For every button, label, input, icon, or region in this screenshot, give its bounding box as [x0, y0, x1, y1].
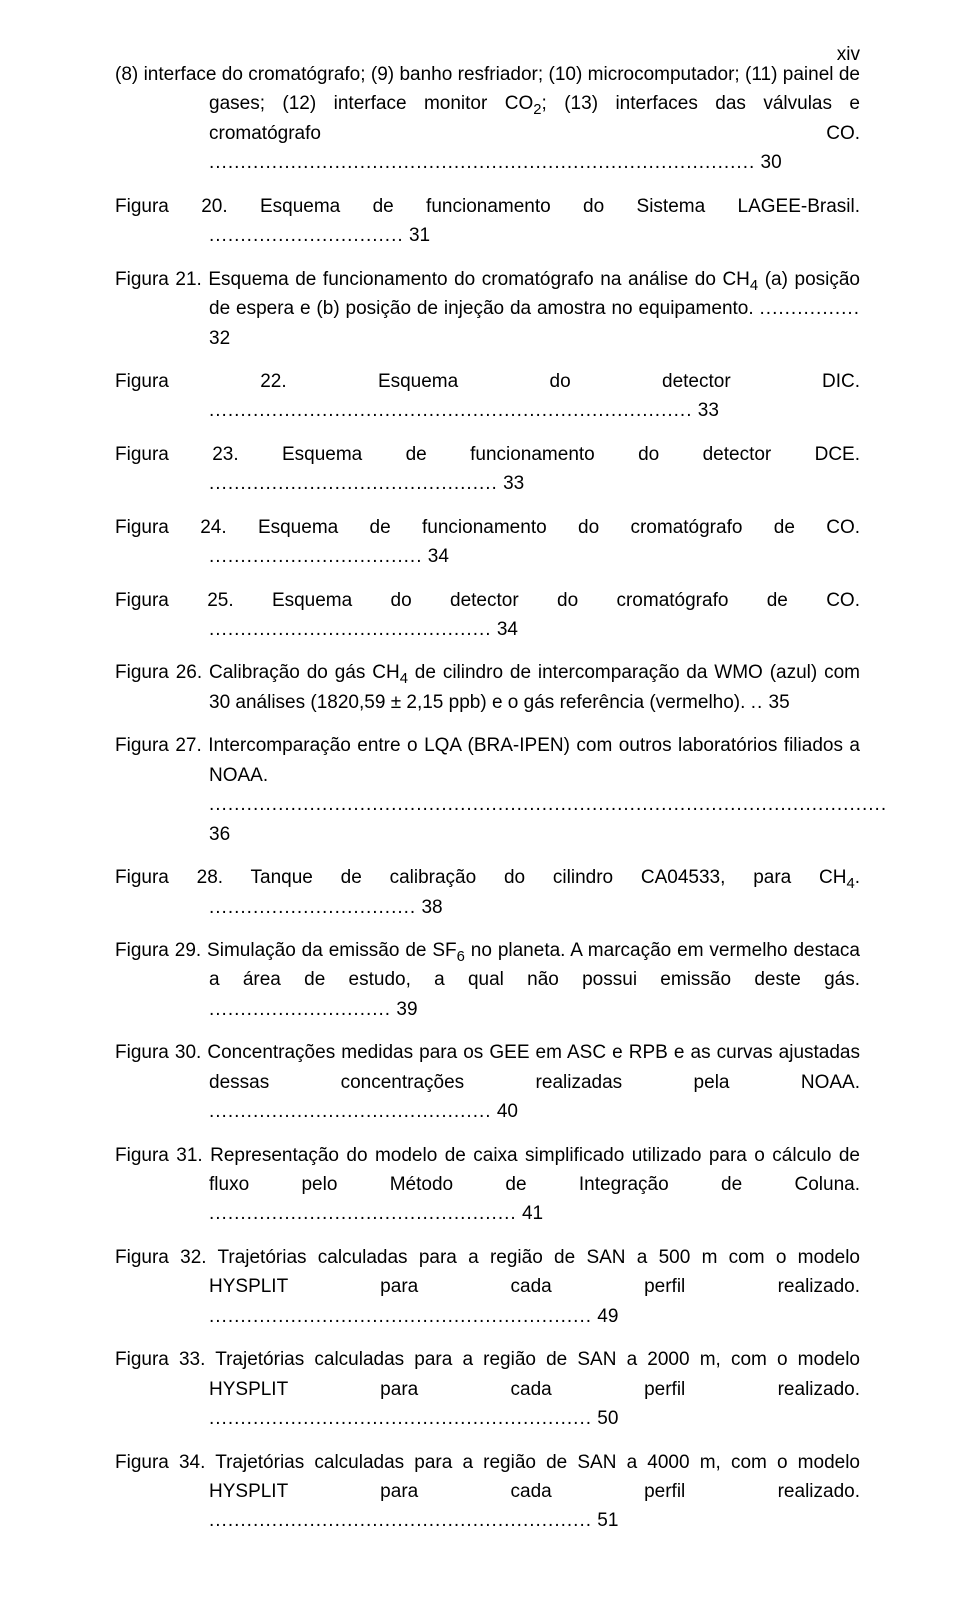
- figure-entry-page: 51: [597, 1510, 618, 1531]
- dot-leader: ................: [760, 298, 860, 319]
- figure-entry-page: 33: [698, 400, 719, 421]
- figure-entry: Figura 24. Esquema de funcionamento do c…: [115, 513, 860, 572]
- figure-entry-page: 36: [209, 824, 230, 845]
- dot-leader: ........................................…: [209, 1306, 592, 1327]
- dot-leader: ........................................…: [209, 1203, 517, 1224]
- figure-entry-text: Figura 22. Esquema do detector DIC. ....…: [115, 367, 860, 426]
- figure-entry-text: Figura 34. Trajetórias calculadas para a…: [115, 1448, 860, 1536]
- figure-entry-page: 50: [597, 1408, 618, 1429]
- dot-leader: ..: [751, 692, 764, 713]
- figure-entry-page: 41: [522, 1203, 543, 1224]
- dot-leader: ........................................…: [209, 1510, 592, 1531]
- dot-leader: ........................................…: [209, 619, 492, 640]
- figure-entry-page: 34: [428, 546, 449, 567]
- figure-entry-text: Figura 23. Esquema de funcionamento do d…: [115, 440, 860, 499]
- figure-entry-text: Figura 21. Esquema de funcionamento do c…: [115, 265, 860, 353]
- figure-list: (8) interface do cromatógrafo; (9) banho…: [115, 60, 860, 1536]
- figure-entry-text: Figura 31. Representação do modelo de ca…: [115, 1141, 860, 1229]
- figure-entry-text: Figura 28. Tanque de calibração do cilin…: [115, 863, 860, 922]
- dot-leader: .............................: [209, 999, 391, 1020]
- figure-entry: Figura 33. Trajetórias calculadas para a…: [115, 1345, 860, 1433]
- figure-entry-page: 35: [769, 692, 790, 713]
- dot-leader: ........................................…: [209, 1101, 492, 1122]
- figure-entry: Figura 29. Simulação da emissão de SF6 n…: [115, 936, 860, 1024]
- figure-entry-text: Figura 27. Intercomparação entre o LQA (…: [115, 731, 860, 849]
- page: xiv (8) interface do cromatógrafo; (9) b…: [0, 0, 960, 1620]
- figure-entry-text: Figura 29. Simulação da emissão de SF6 n…: [115, 936, 860, 1024]
- figure-entry-text: Figura 26. Calibração do gás CH4 de cili…: [115, 658, 860, 717]
- figure-entry-page: 33: [503, 473, 524, 494]
- figure-entry-page: 32: [209, 328, 230, 349]
- dot-leader: ........................................…: [209, 794, 887, 815]
- figure-entry: Figura 22. Esquema do detector DIC. ....…: [115, 367, 860, 426]
- figure-entry-text: Figura 25. Esquema do detector do cromat…: [115, 586, 860, 645]
- figure-entry-text: Figura 20. Esquema de funcionamento do S…: [115, 192, 860, 251]
- figure-entry-text: Figura 33. Trajetórias calculadas para a…: [115, 1345, 860, 1433]
- dot-leader: .................................: [209, 897, 416, 918]
- figure-entry-page: 40: [497, 1101, 518, 1122]
- figure-entry: Figura 34. Trajetórias calculadas para a…: [115, 1448, 860, 1536]
- figure-entry: Figura 27. Intercomparação entre o LQA (…: [115, 731, 860, 849]
- figure-entry: Figura 25. Esquema do detector do cromat…: [115, 586, 860, 645]
- figure-entry: Figura 20. Esquema de funcionamento do S…: [115, 192, 860, 251]
- page-number: xiv: [837, 44, 860, 66]
- figure-entry-page: 39: [396, 999, 417, 1020]
- figure-entry-page: 38: [421, 897, 442, 918]
- dot-leader: ........................................…: [209, 1408, 592, 1429]
- figure-entry-page: 31: [409, 225, 430, 246]
- dot-leader: ........................................…: [209, 473, 498, 494]
- figure-entry: Figura 28. Tanque de calibração do cilin…: [115, 863, 860, 922]
- dot-leader: ........................................…: [209, 400, 692, 421]
- figure-entry-text: Figura 24. Esquema de funcionamento do c…: [115, 513, 860, 572]
- figure-entry-text: Figura 30. Concentrações medidas para os…: [115, 1038, 860, 1126]
- figure-entry-text: (8) interface do cromatógrafo; (9) banho…: [115, 60, 860, 178]
- figure-entry: Figura 32. Trajetórias calculadas para a…: [115, 1243, 860, 1331]
- figure-entry: Figura 31. Representação do modelo de ca…: [115, 1141, 860, 1229]
- dot-leader: ...............................: [209, 225, 404, 246]
- figure-entry: (8) interface do cromatógrafo; (9) banho…: [115, 60, 860, 178]
- dot-leader: ........................................…: [209, 152, 755, 173]
- figure-entry: Figura 30. Concentrações medidas para os…: [115, 1038, 860, 1126]
- figure-entry-page: 34: [497, 619, 518, 640]
- figure-entry: Figura 26. Calibração do gás CH4 de cili…: [115, 658, 860, 717]
- figure-entry-page: 49: [597, 1306, 618, 1327]
- dot-leader: ..................................: [209, 546, 422, 567]
- figure-entry: Figura 21. Esquema de funcionamento do c…: [115, 265, 860, 353]
- figure-entry: Figura 23. Esquema de funcionamento do d…: [115, 440, 860, 499]
- figure-entry-page: 30: [761, 152, 782, 173]
- figure-entry-text: Figura 32. Trajetórias calculadas para a…: [115, 1243, 860, 1331]
